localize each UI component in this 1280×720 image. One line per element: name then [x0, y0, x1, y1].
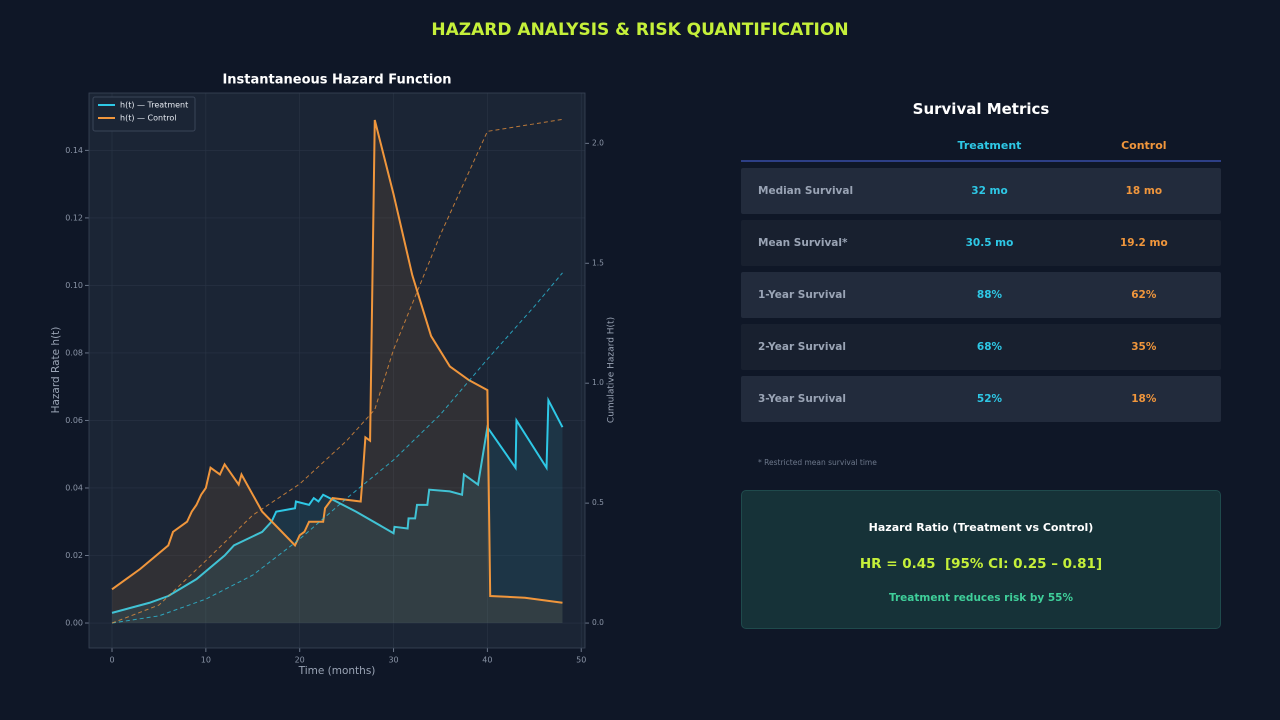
chart: Instantaneous Hazard Function Time (mont… [50, 73, 617, 678]
y-tick-label: 0.10 [65, 281, 83, 290]
hr-value: HR = 0.45 [95% CI: 0.25 – 0.81] [859, 556, 1103, 572]
cumulative-line [111, 118, 563, 624]
hr-title: Hazard Ratio (Treatment vs Control) [868, 521, 1094, 534]
table-header: Treatment Control [741, 130, 1221, 162]
plot-frame [88, 92, 586, 649]
y-tick-label: 0.06 [65, 416, 83, 425]
y-tick-label: 0.02 [65, 551, 83, 560]
table-cell: 52% [976, 393, 1003, 405]
y2-tick-label: 0.5 [592, 498, 604, 507]
table-row: 1-Year Survival 88% 62% [741, 272, 1221, 318]
y-axis-label: Hazard Rate h(t) [50, 327, 62, 414]
metrics-table: Survival Metrics Treatment Control Median… [741, 100, 1221, 422]
y2-tick-label: 0.0 [592, 618, 604, 627]
x-tick-label: 50 [576, 656, 586, 665]
hazard-ratio-box: Hazard Ratio (Treatment vs Control) HR =… [741, 490, 1221, 629]
table-row: Mean Survival* 30.5 mo 19.2 mo [741, 220, 1221, 266]
table-cell: 30.5 mo [965, 237, 1014, 249]
table-row: 2-Year Survival 68% 35% [741, 324, 1221, 370]
legend-label: h(t) — Treatment [120, 101, 188, 110]
table-title: Survival Metrics [912, 100, 1050, 118]
table-cell: 2-Year Survival [758, 341, 846, 353]
table-cell: Mean Survival* [758, 237, 848, 249]
y2-tick-label: 2.0 [592, 138, 604, 147]
y-tick-label: 0.12 [65, 213, 83, 222]
table-cell: 32 mo [971, 185, 1008, 197]
y2-tick-label: 1.5 [592, 258, 604, 267]
y-tick-label: 0.14 [65, 146, 83, 155]
table-cell: 18 mo [1125, 185, 1163, 197]
y-tick-label: 0.04 [65, 483, 83, 492]
hr-note: Treatment reduces risk by 55% [889, 592, 1073, 604]
y2-tick-label: 1.0 [592, 378, 604, 387]
legend-label: h(t) — Control [120, 114, 176, 123]
line [111, 396, 564, 614]
table-row: 3-Year Survival 52% 18% [741, 376, 1221, 422]
x-tick-label: 20 [295, 656, 305, 665]
cumulative-line [111, 272, 563, 624]
y-tick-label: 0.00 [65, 619, 83, 628]
table-cell: 88% [976, 289, 1003, 301]
x-tick-label: 40 [482, 656, 492, 665]
table-cell: 19.2 mo [1119, 237, 1168, 249]
x-tick-label: 10 [201, 656, 211, 665]
column-header: Control [1121, 138, 1167, 152]
table-row: Median Survival 32 mo 18 mo [741, 168, 1221, 214]
table-cell: 3-Year Survival [758, 393, 846, 405]
y-tick-label: 0.08 [65, 348, 83, 357]
area [111, 400, 563, 624]
line [111, 119, 563, 604]
table-cell: 18% [1131, 393, 1157, 405]
table-cell: 68% [976, 341, 1003, 353]
page-title: HAZARD ANALYSIS & RISK QUANTIFICATION [431, 20, 849, 40]
footnote: * Restricted mean survival time [758, 458, 877, 467]
x-tick-label: 0 [109, 656, 114, 665]
table-cell: 35% [1131, 341, 1157, 353]
legend-box [92, 96, 196, 132]
table-cell: Median Survival [758, 185, 854, 197]
chart-title: Instantaneous Hazard Function [222, 73, 451, 88]
x-tick-label: 30 [388, 656, 398, 665]
y2-axis-label: Cumulative Hazard H(t) [607, 317, 617, 423]
x-axis-label: Time (months) [298, 665, 376, 677]
table-cell: 1-Year Survival [758, 289, 846, 301]
area [111, 120, 563, 624]
table-cell: 62% [1131, 289, 1157, 301]
column-header: Treatment [957, 138, 1022, 152]
